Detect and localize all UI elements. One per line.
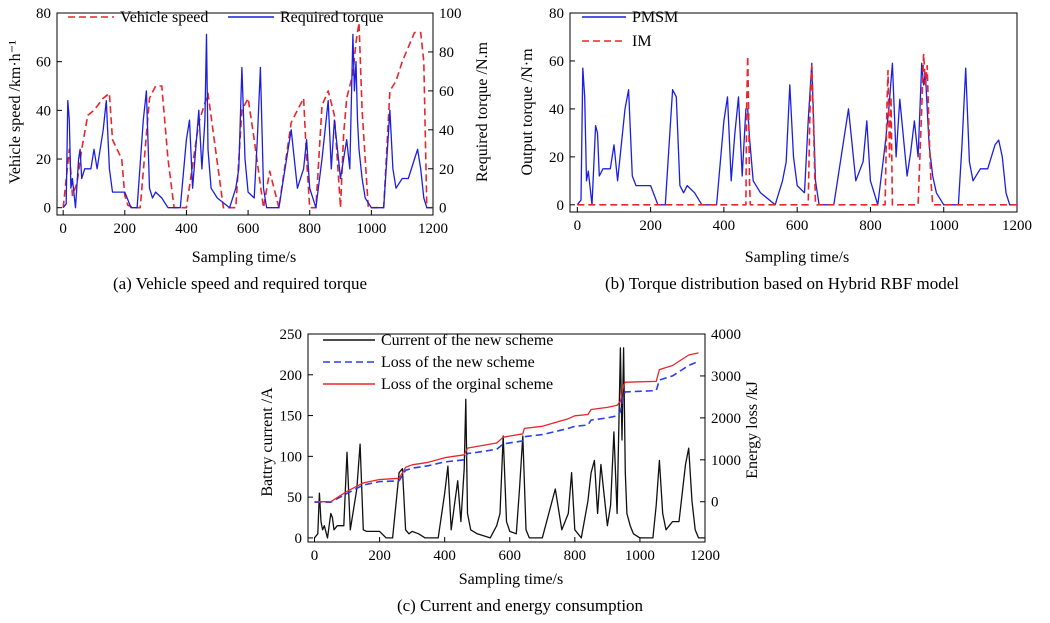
legend-c: Current of the new scheme Loss of the ne…	[323, 332, 553, 393]
xtick-label-c-2: 400	[433, 548, 456, 564]
xtick-label-b-4: 800	[859, 218, 882, 234]
ytick-label-a-1: 20	[36, 152, 51, 168]
ylabel-a: Vehicle speed /km·h⁻¹	[7, 40, 24, 184]
xtick-label-b-3: 600	[786, 218, 809, 234]
y2tick-label-a-5: 100	[439, 6, 462, 22]
y2tick-label-a-1: 20	[439, 162, 454, 178]
xtick-label-a-4: 800	[298, 221, 321, 237]
legend-label-c-current: Current of the new scheme	[381, 332, 553, 349]
xlabel-c: Sampling time/s	[459, 571, 563, 588]
ytick-label-a-2: 40	[36, 103, 51, 119]
ylabel-c: Battry current /A	[259, 387, 276, 497]
series-line-c-1	[314, 360, 699, 504]
y2tick-label-a-4: 80	[439, 45, 454, 61]
y2tick-label-c-3: 3000	[711, 369, 741, 385]
y2tick-label-c-4: 4000	[711, 327, 741, 343]
panel-b: 0 200 400 600 800 1000 1200 0 20 40 60 80 Output to…	[519, 6, 1032, 293]
ytick-label-b-4: 80	[549, 6, 564, 22]
plot-area-c: 0 200 400 600 800 1000 1200 0 50 100 150 200 250 0 100…	[280, 327, 742, 564]
ytick-label-c-2: 100	[280, 449, 303, 465]
ytick-label-a-0: 0	[44, 201, 52, 217]
ytick-label-a-3: 60	[36, 55, 51, 71]
legend-label-a-torque: Required torque	[280, 9, 384, 26]
y2tick-label-a-3: 60	[439, 84, 454, 100]
xtick-label-b-6: 1200	[1002, 218, 1032, 234]
xtick-label-c-5: 1000	[625, 548, 655, 564]
legend-label-c-origloss: Loss of the orginal scheme	[381, 376, 553, 393]
plot-frame-b	[569, 12, 1018, 213]
series-line-b-1	[577, 52, 1017, 206]
caption-c: (c) Current and energy consumption	[397, 596, 644, 615]
ytick-label-c-1: 50	[287, 490, 302, 506]
panel-a: 0 200 400 600 800 1000 12000204060800204060801…	[7, 6, 491, 293]
xtick-label-b-5: 1000	[929, 218, 959, 234]
xtick-label-b-2: 400	[713, 218, 736, 234]
series-line-c-2	[314, 352, 699, 503]
xtick-label-a-5: 1000	[356, 221, 386, 237]
y2tick-label-c-1: 1000	[711, 453, 741, 469]
ytick-label-b-0: 0	[557, 198, 565, 214]
y2tick-label-a-0: 0	[439, 201, 447, 217]
legend-label-b-im: IM	[632, 33, 652, 50]
ytick-label-a-4: 80	[36, 6, 51, 22]
xtick-label-a-1: 200	[114, 221, 137, 237]
legend-label-a-speed: Vehicle speed	[120, 9, 208, 26]
plot-area-b: 0 200 400 600 800 1000 1200 0 20 40 60 80	[549, 6, 1032, 234]
y2tick-label-c-2: 2000	[711, 411, 741, 427]
ytick-label-b-3: 60	[549, 54, 564, 70]
plot-frame-a	[56, 12, 434, 216]
xtick-label-c-4: 800	[564, 548, 587, 564]
y2label-c: Energy loss /kJ	[744, 381, 761, 478]
xlabel-b: Sampling time/s	[745, 249, 849, 266]
panel-c: 0 200 400 600 800 1000 1200 0 50 100 150 200 250 0 100…	[259, 327, 761, 615]
ylabel-b: Output torque /N·m	[519, 48, 536, 176]
caption-b: (b) Torque distribution based on Hybrid …	[605, 274, 959, 293]
xtick-label-c-6: 1200	[690, 548, 720, 564]
legend-a: Vehicle speed Required torque	[68, 9, 384, 26]
y2tick-label-c-0: 0	[711, 495, 719, 511]
plot-frame-c	[307, 333, 706, 543]
xtick-label-b-1: 200	[639, 218, 662, 234]
series-line-b-0	[576, 62, 1017, 206]
ytick-label-c-4: 200	[280, 368, 303, 384]
y2label-a: Required torque /N.m	[474, 41, 491, 182]
legend-b: PMSM IM	[582, 9, 678, 50]
series-line-a-0	[62, 21, 433, 209]
plot-area-a: 0 200 400 600 800 1000 12000204060800204060801…	[36, 6, 462, 237]
xtick-label-b-0: 0	[574, 218, 582, 234]
ytick-label-b-2: 40	[549, 102, 564, 118]
caption-a: (a) Vehicle speed and required torque	[113, 274, 367, 293]
xlabel-a: Sampling time/s	[192, 249, 296, 266]
xtick-label-c-3: 600	[499, 548, 522, 564]
xtick-label-a-2: 400	[175, 221, 198, 237]
legend-label-c-newloss: Loss of the new scheme	[381, 354, 535, 371]
xtick-label-a-0: 0	[59, 221, 67, 237]
series-line-a-1	[62, 33, 433, 209]
ytick-label-c-5: 250	[280, 327, 303, 343]
xtick-label-c-0: 0	[311, 548, 319, 564]
xtick-label-c-1: 200	[368, 548, 391, 564]
y2tick-label-a-2: 40	[439, 123, 454, 139]
ytick-label-b-1: 20	[549, 150, 564, 166]
xtick-label-a-3: 600	[237, 221, 260, 237]
ytick-label-c-3: 150	[280, 409, 303, 425]
xtick-label-a-6: 1200	[418, 221, 448, 237]
legend-label-b-pmsm: PMSM	[632, 9, 678, 26]
ytick-label-c-0: 0	[295, 531, 303, 547]
series-line-c-0	[313, 347, 705, 539]
